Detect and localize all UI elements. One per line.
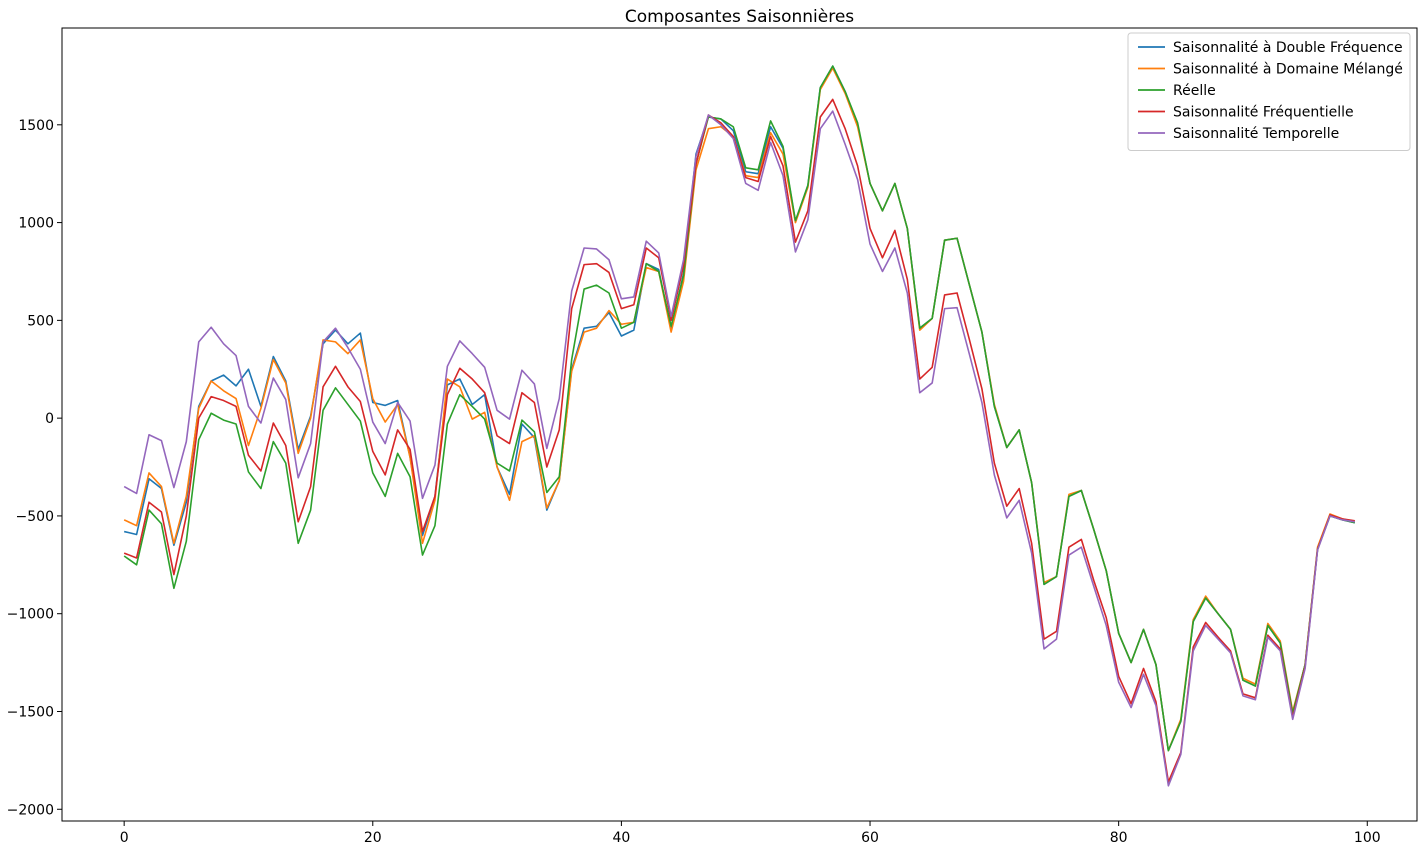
y-tick-label: 500 [27,313,54,329]
y-tick-label: −1000 [7,607,54,623]
y-tick-label: −1500 [7,704,54,720]
x-tick-label: 80 [1110,830,1128,846]
plot-area-frame [61,27,1418,822]
x-tick-label: 20 [364,830,382,846]
y-tick-label: 1000 [18,216,54,232]
series-line-3 [123,65,1356,752]
y-tick-label: −2000 [7,802,54,818]
chart-title: Composantes Saisonnières [625,7,854,27]
x-tick-label: 60 [861,830,879,846]
series-line-4 [123,98,1355,783]
y-tick-label: −500 [16,509,54,525]
x-tick-label: 40 [612,830,630,846]
legend-box [1127,32,1411,151]
y-tick-label: 1500 [18,118,54,134]
legend: Saisonnalité à Double Fréquence Saisonnal… [1127,32,1411,151]
series-line-1 [123,65,1356,752]
y-tick-label: 0 [45,411,54,427]
x-tick-label: 0 [120,830,129,846]
series-line-5 [123,110,1355,787]
legend-label: Saisonnalité à Double Fréquence [1173,40,1403,56]
x-tick-label: 100 [1354,830,1381,846]
legend-label: Saisonnalité Fréquentielle [1173,105,1354,121]
axes: 0 20 40 60 80 100 −2000 −1500 −1000 −500 0 500 1000 1… [7,118,1381,846]
legend-label: Réelle [1173,83,1216,99]
legend-label: Saisonnalité à Domaine Mélangé [1173,62,1403,78]
series-lines [123,65,1356,787]
legend-label: Saisonnalité Temporelle [1173,126,1339,142]
series-line-2 [123,67,1356,752]
